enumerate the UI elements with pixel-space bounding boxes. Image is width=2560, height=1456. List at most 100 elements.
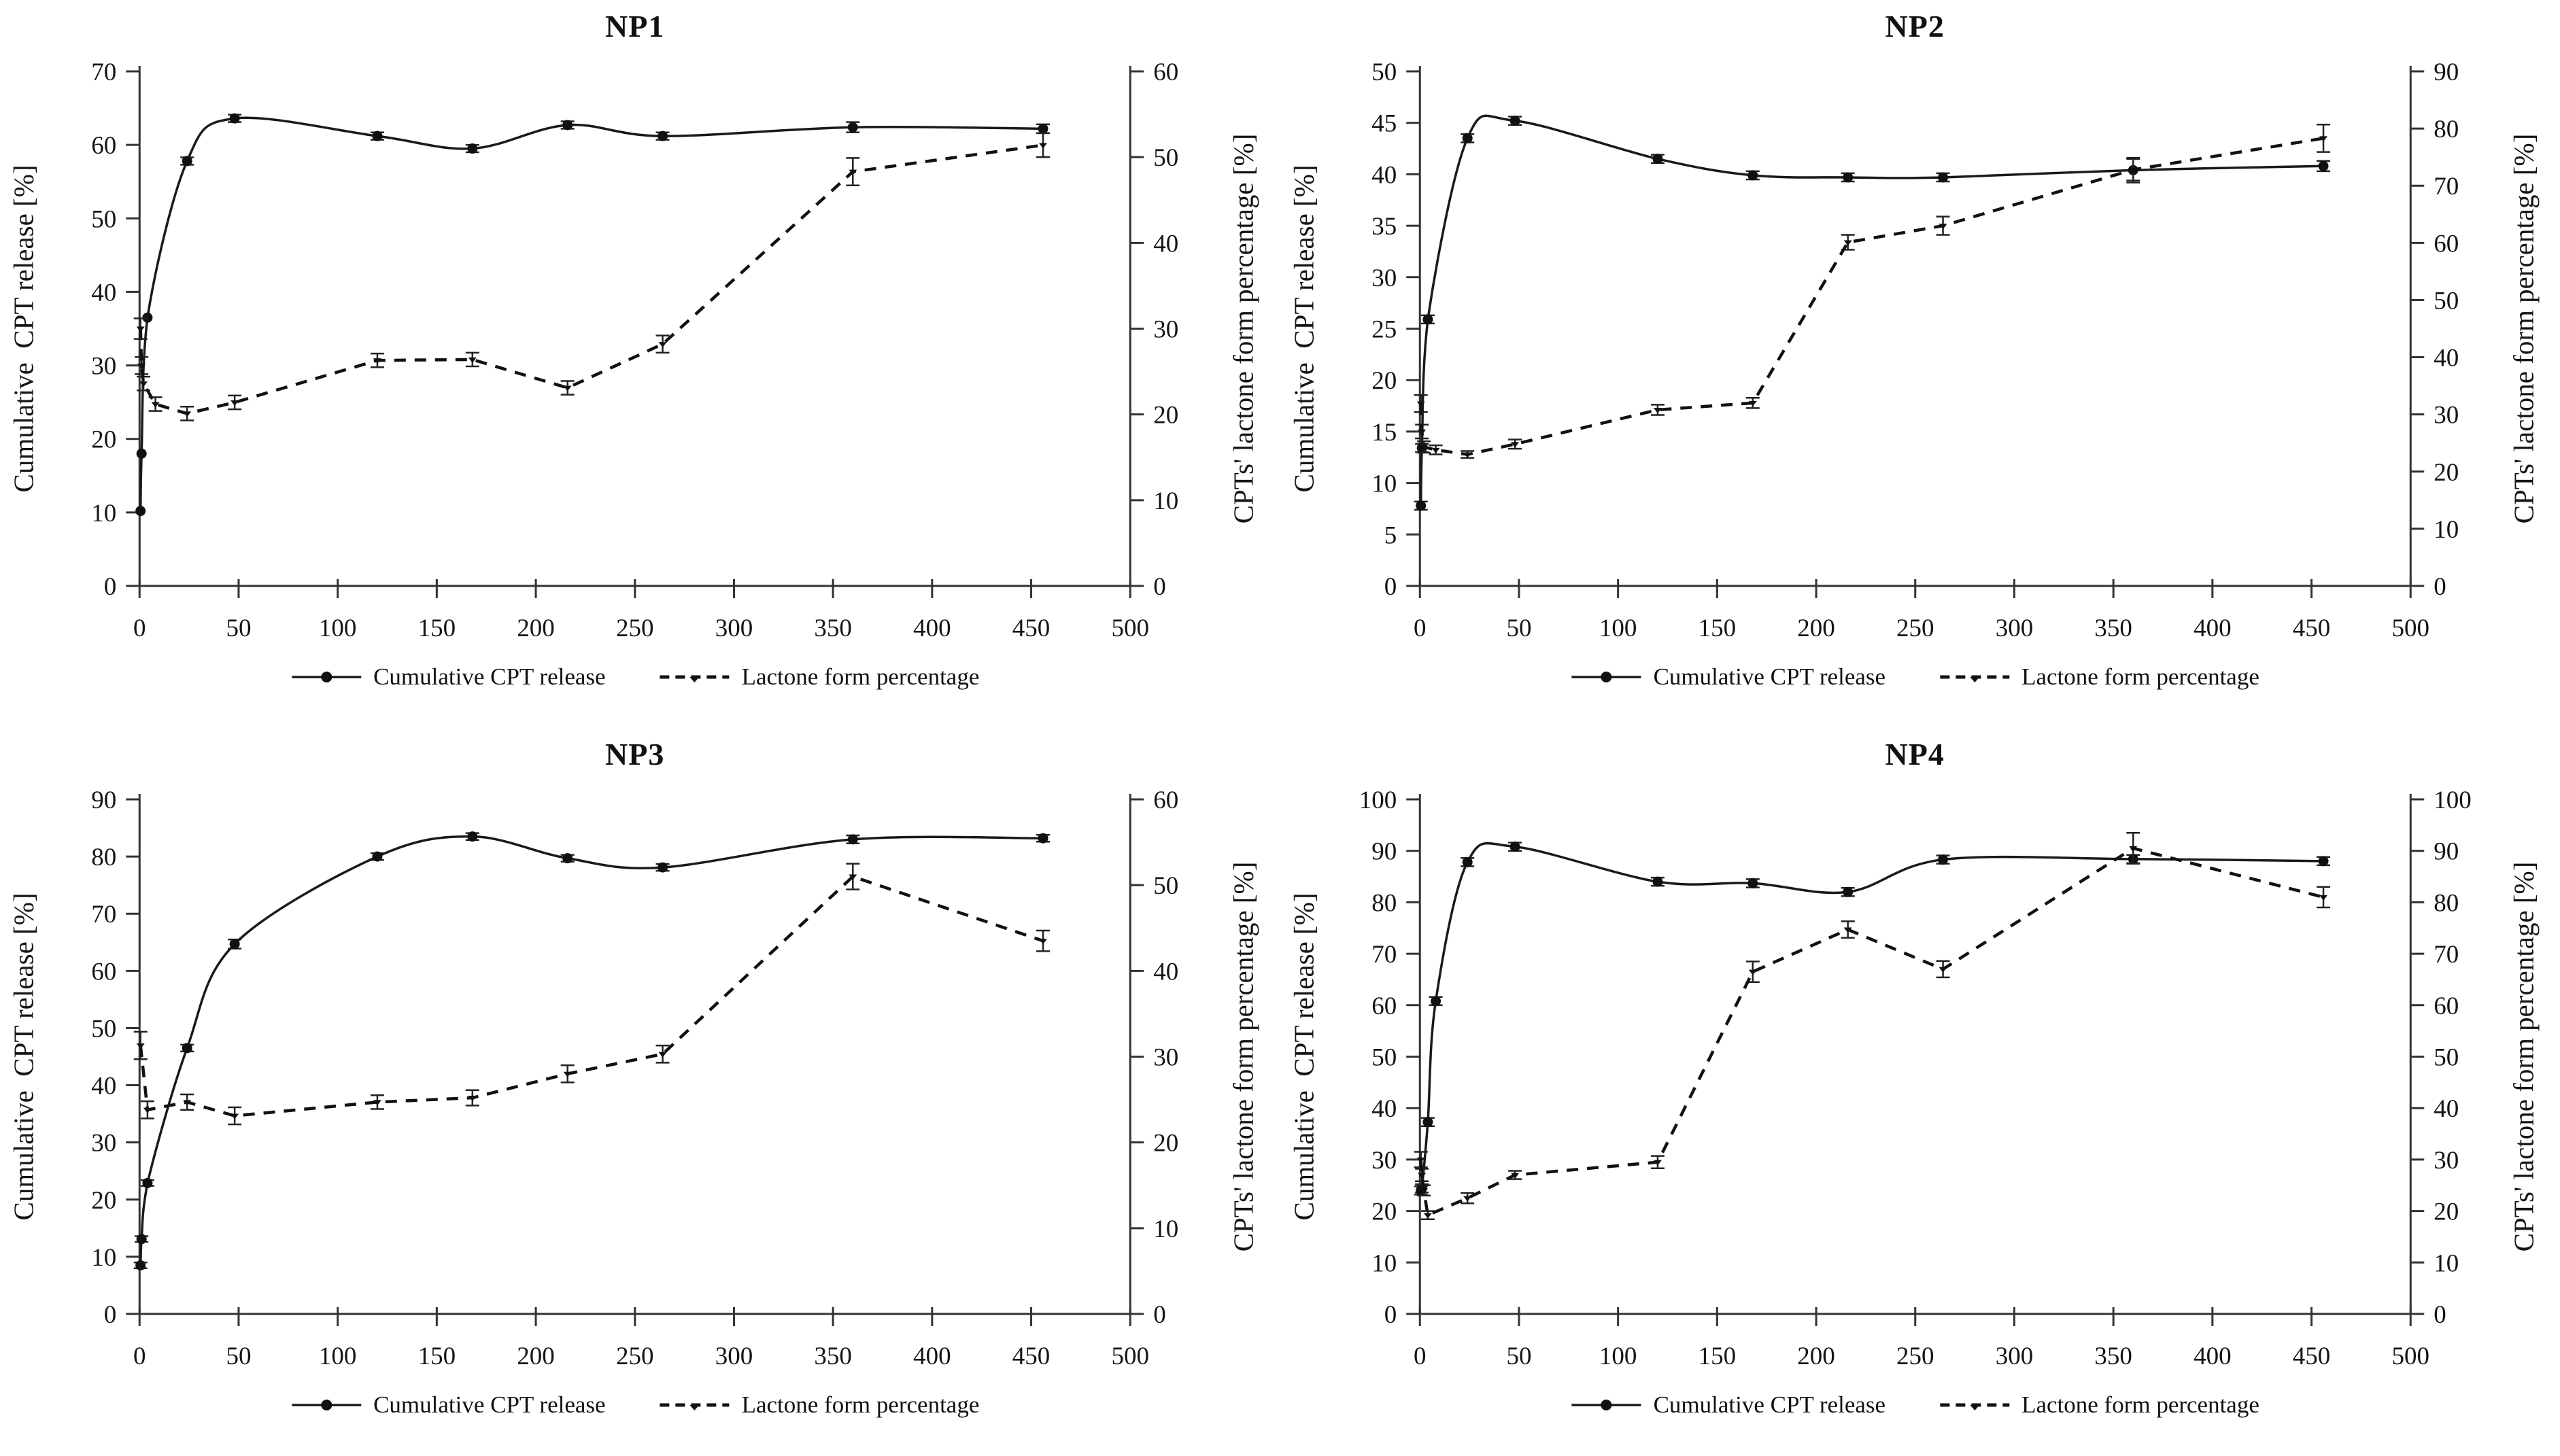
right-axis-tick-label: 70: [2434, 173, 2459, 201]
dashed-line-marker-icon: [660, 675, 730, 683]
release-point-marker: [562, 853, 573, 864]
release-point-marker: [1842, 172, 1853, 183]
x-axis-tick-label: 100: [319, 1342, 357, 1370]
x-axis-tick-label: 150: [418, 1342, 456, 1370]
chart-svg-np4: 0 10 20 30 40 50 60 70 80 90 100 0 10 20 30 40 50 60 70 80 9…: [1288, 786, 2539, 1370]
left-axis-tick-label: 0: [1384, 573, 1397, 601]
left-axis-tick-label: 40: [91, 1073, 116, 1100]
right-axis-tick-label: 40: [1153, 230, 1178, 258]
release-point-marker: [1462, 856, 1473, 867]
right-axis-tick-label: 70: [2434, 941, 2459, 969]
release-point-marker: [847, 834, 858, 845]
left-axis-tick-label: 70: [91, 901, 116, 929]
x-axis-tick-label: 400: [913, 614, 951, 642]
lactone-point-marker: [373, 358, 381, 364]
release-point-marker: [847, 122, 858, 133]
lactone-point-marker: [563, 385, 572, 392]
left-axis-tick-label: 10: [91, 500, 116, 527]
left-axis-title: Cumulative CPT release [%]: [7, 892, 39, 1220]
x-axis-tick-label: 500: [2391, 614, 2429, 642]
left-axis-tick-label: 90: [1371, 838, 1397, 866]
left-axis-tick-label: 40: [1371, 1095, 1397, 1123]
x-axis-tick-label: 50: [226, 1342, 251, 1370]
right-axis-tick-label: 30: [1153, 316, 1178, 344]
legend-label-lactone: Lactone form percentage: [2021, 1391, 2259, 1419]
release-point-marker: [658, 131, 668, 141]
chart-panel-np1: 0 10 20 30 40 50 60 70 0 10 20 30 40 50 60 0 50 100 150 200…: [0, 0, 1280, 728]
left-axis-tick-label: 25: [1371, 316, 1397, 344]
lactone-point-marker: [151, 402, 160, 408]
lactone-point-marker: [658, 342, 667, 348]
legend-item-lactone: Lactone form percentage: [1939, 1391, 2259, 1419]
release-point-marker: [1652, 876, 1662, 887]
lactone-point-marker: [231, 400, 239, 406]
left-axis-tick-label: 80: [91, 844, 116, 871]
release-point-marker: [229, 113, 240, 124]
right-axis-tick-label: 40: [2434, 345, 2459, 372]
chart-title-np1: NP1: [605, 9, 665, 44]
x-axis-tick-label: 400: [913, 1342, 951, 1370]
x-axis-tick-label: 100: [319, 614, 357, 642]
release-point-marker: [1462, 133, 1473, 143]
dashed-line-marker-icon: [1940, 675, 2010, 683]
lactone-point-marker: [1510, 1173, 1519, 1179]
x-axis-tick-label: 50: [1506, 614, 1531, 642]
left-axis-title: Cumulative CPT release [%]: [1288, 892, 1319, 1220]
left-axis-tick-label: 45: [1371, 110, 1397, 138]
lactone-point-marker: [2128, 846, 2137, 852]
lactone-point-marker: [183, 1100, 192, 1106]
left-axis-tick-label: 70: [1371, 941, 1397, 969]
x-axis-tick-label: 200: [517, 1342, 555, 1370]
release-point-marker: [142, 312, 153, 323]
legend-label-release: Cumulative CPT release: [1653, 663, 1886, 691]
x-axis-tick-label: 500: [2391, 1342, 2429, 1370]
release-point-marker: [182, 1043, 192, 1054]
x-axis-tick-label: 50: [226, 614, 251, 642]
right-axis-tick-label: 30: [2434, 1147, 2459, 1175]
left-axis-tick-label: 60: [91, 132, 116, 160]
x-axis-tick-label: 300: [715, 1342, 753, 1370]
chart-title-np2: NP2: [1885, 9, 1945, 44]
release-point-marker: [372, 131, 383, 141]
x-axis-tick-label: 300: [1995, 1342, 2033, 1370]
right-axis-tick-label: 30: [1153, 1044, 1178, 1072]
lactone-point-marker: [1416, 1157, 1425, 1163]
left-axis-tick-label: 5: [1384, 521, 1397, 549]
lactone-line: [1418, 846, 2324, 1217]
left-axis-tick-label: 20: [1371, 1198, 1397, 1226]
chart-legend-np3: Cumulative CPT release Lactone form perc…: [290, 1391, 979, 1419]
release-point-marker: [135, 1260, 146, 1271]
lactone-line: [1418, 137, 2323, 456]
x-axis-tick-label: 0: [1414, 1342, 1427, 1370]
release-point-marker: [182, 156, 192, 167]
x-axis-tick-label: 400: [2194, 1342, 2232, 1370]
x-axis-tick-label: 300: [1995, 614, 2033, 642]
lactone-point-marker: [2319, 136, 2327, 142]
release-point-marker: [2318, 160, 2329, 171]
lactone-point-marker: [1843, 240, 1852, 246]
left-axis-tick-label: 10: [1371, 470, 1397, 498]
legend-label-release: Cumulative CPT release: [1653, 1391, 1886, 1419]
right-axis-tick-label: 0: [2434, 1301, 2446, 1329]
x-axis-tick-label: 150: [418, 614, 456, 642]
x-axis-tick-label: 50: [1506, 1342, 1531, 1370]
x-axis-tick-label: 350: [814, 1342, 852, 1370]
legend-label-lactone: Lactone form percentage: [741, 663, 980, 691]
left-axis-tick-label: 0: [1384, 1301, 1397, 1329]
right-axis-tick-label: 40: [1153, 958, 1178, 986]
lactone-point-marker: [1463, 452, 1471, 458]
left-axis-tick-label: 40: [1371, 161, 1397, 189]
lactone-point-marker: [1653, 1160, 1662, 1166]
release-point-marker: [135, 506, 146, 517]
solid-line-marker-icon: [1571, 672, 1641, 683]
left-axis-tick-label: 20: [1371, 367, 1397, 395]
release-point-marker: [467, 831, 478, 842]
lactone-point-marker: [1039, 143, 1048, 149]
left-axis-tick-label: 35: [1371, 213, 1397, 241]
release-point-marker: [467, 143, 478, 154]
release-point-marker: [562, 120, 573, 131]
right-axis-tick-label: 0: [1153, 573, 1166, 601]
lactone-point-marker: [1419, 1188, 1428, 1194]
lactone-point-marker: [1653, 407, 1662, 413]
